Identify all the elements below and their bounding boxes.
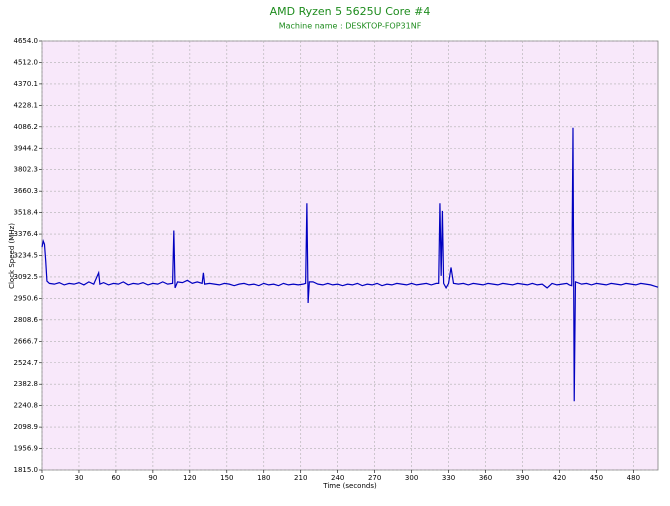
x-tick-label: 450 bbox=[590, 474, 603, 482]
x-tick-label: 390 bbox=[516, 474, 529, 482]
y-tick-label: 3518.4 bbox=[14, 209, 39, 217]
y-tick-label: 4512.0 bbox=[14, 58, 39, 66]
x-tick-label: 120 bbox=[183, 474, 196, 482]
x-tick-label: 30 bbox=[74, 474, 83, 482]
y-tick-label: 3092.5 bbox=[14, 273, 39, 281]
x-tick-label: 240 bbox=[331, 474, 344, 482]
y-tick-label: 3376.4 bbox=[14, 230, 39, 238]
x-tick-label: 150 bbox=[220, 474, 233, 482]
y-tick-label: 2524.7 bbox=[14, 359, 39, 367]
y-tick-label: 4370.1 bbox=[14, 80, 39, 88]
y-tick-label: 3944.2 bbox=[14, 144, 39, 152]
y-tick-label: 2098.9 bbox=[14, 423, 39, 431]
y-tick-label: 1956.9 bbox=[14, 445, 39, 453]
x-tick-label: 480 bbox=[627, 474, 640, 482]
y-tick-label: 4654.0 bbox=[14, 37, 39, 45]
y-tick-label: 2950.6 bbox=[14, 294, 39, 302]
y-tick-label: 3660.3 bbox=[14, 187, 39, 195]
x-tick-label: 90 bbox=[148, 474, 157, 482]
x-tick-label: 60 bbox=[111, 474, 120, 482]
x-axis-label: Time (seconds) bbox=[322, 482, 377, 490]
x-tick-label: 180 bbox=[257, 474, 270, 482]
y-tick-label: 2240.8 bbox=[14, 402, 39, 410]
chart-title: AMD Ryzen 5 5625U Core #4 bbox=[270, 5, 431, 18]
y-tick-label: 2666.7 bbox=[14, 337, 39, 345]
x-tick-label: 300 bbox=[405, 474, 418, 482]
x-tick-label: 210 bbox=[294, 474, 307, 482]
data-line bbox=[41, 127, 659, 402]
x-tick-label: 330 bbox=[442, 474, 455, 482]
y-tick-label: 4228.1 bbox=[14, 101, 39, 109]
y-tick-label: 3802.3 bbox=[14, 166, 39, 174]
y-tick-label: 2808.6 bbox=[14, 316, 39, 324]
x-tick-label: 360 bbox=[479, 474, 492, 482]
y-axis-label: Clock Speed (MHz) bbox=[8, 223, 16, 289]
y-tick-label: 4086.2 bbox=[14, 123, 39, 131]
y-tick-label: 2382.8 bbox=[14, 380, 39, 388]
x-tick-label: 270 bbox=[368, 474, 381, 482]
y-tick-label: 3234.5 bbox=[14, 252, 39, 260]
chart-subtitle: Machine name : DESKTOP-FOP31NF bbox=[279, 22, 422, 31]
x-tick-label: 0 bbox=[40, 474, 44, 482]
y-tick-label: 1815.0 bbox=[14, 466, 39, 474]
x-tick-label: 420 bbox=[553, 474, 566, 482]
